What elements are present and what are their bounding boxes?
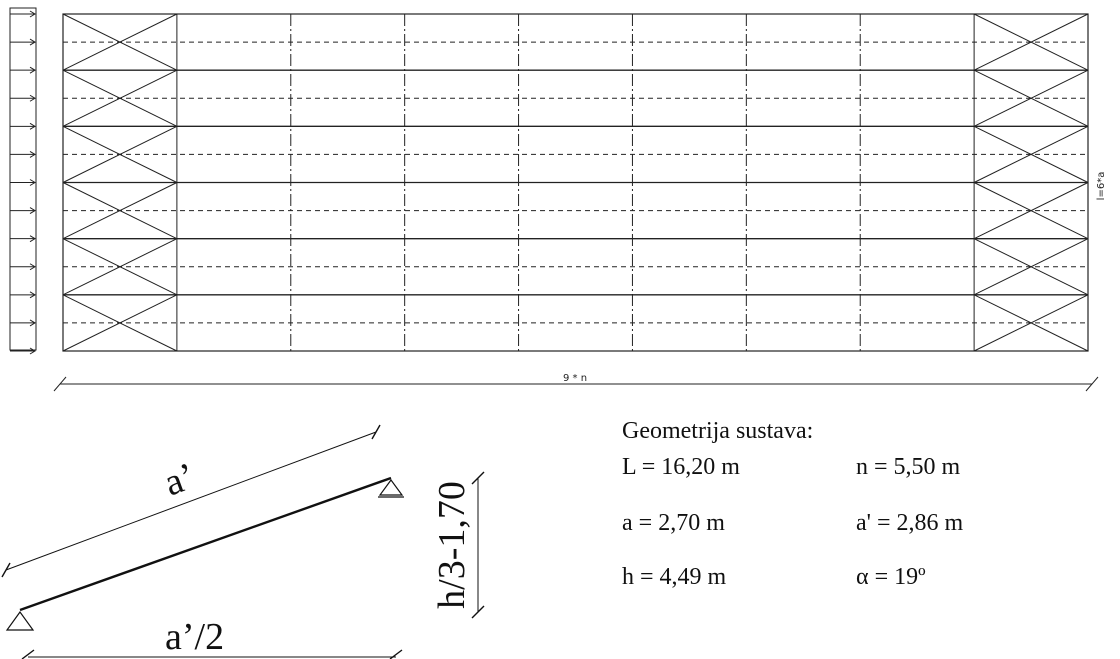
right-support-icon <box>378 478 404 498</box>
load-arrowhead <box>29 94 36 102</box>
rafter-detail <box>1 424 485 659</box>
rafter-length-label: a’ <box>159 455 201 505</box>
param-a-prime: a' = 2,86 m <box>856 510 964 536</box>
cross-brace <box>973 294 1089 352</box>
load-arrowhead <box>29 291 36 299</box>
cross-brace <box>973 238 1089 296</box>
rafter-member <box>19 476 392 612</box>
geometry-title: Geometrija sustava: <box>622 418 814 444</box>
cross-brace <box>973 13 1089 71</box>
load-arrowhead <box>29 319 36 327</box>
cross-brace <box>62 238 178 296</box>
height-label: h/3-1,70 <box>431 481 473 609</box>
load-arrowhead <box>29 347 36 355</box>
param-span-L: L = 16,20 m <box>622 454 740 480</box>
load-arrowhead <box>29 150 36 158</box>
cross-brace <box>973 69 1089 127</box>
cross-brace <box>62 182 178 240</box>
length-dimension-label: 9 * n <box>563 373 587 384</box>
load-arrowhead <box>29 66 36 74</box>
param-h: h = 4,49 m <box>622 564 727 590</box>
load-arrowhead <box>29 38 36 46</box>
load-strip <box>9 7 37 351</box>
cross-brace <box>973 182 1089 240</box>
param-n: n = 5,50 m <box>856 454 961 480</box>
wind-load-arrows <box>9 7 37 355</box>
left-support-icon <box>5 610 35 631</box>
cross-brace <box>973 125 1089 183</box>
load-arrowhead <box>29 235 36 243</box>
cross-brace <box>62 294 178 352</box>
load-arrowhead <box>29 10 36 18</box>
load-arrowhead <box>29 263 36 271</box>
half-span-label: a’/2 <box>165 616 224 658</box>
width-dimension-label: l=6*a <box>1096 172 1107 201</box>
param-a: a = 2,70 m <box>622 510 725 536</box>
cross-brace <box>62 125 178 183</box>
cross-brace <box>62 69 178 127</box>
load-arrowhead <box>29 207 36 215</box>
roof-plan <box>62 13 1089 352</box>
cross-brace <box>62 13 178 71</box>
rafter-length-dimension <box>5 431 377 571</box>
load-arrowhead <box>29 179 36 186</box>
load-arrowhead <box>29 122 36 130</box>
param-alpha: α = 19º <box>856 564 926 590</box>
length-dimension <box>53 376 1099 392</box>
